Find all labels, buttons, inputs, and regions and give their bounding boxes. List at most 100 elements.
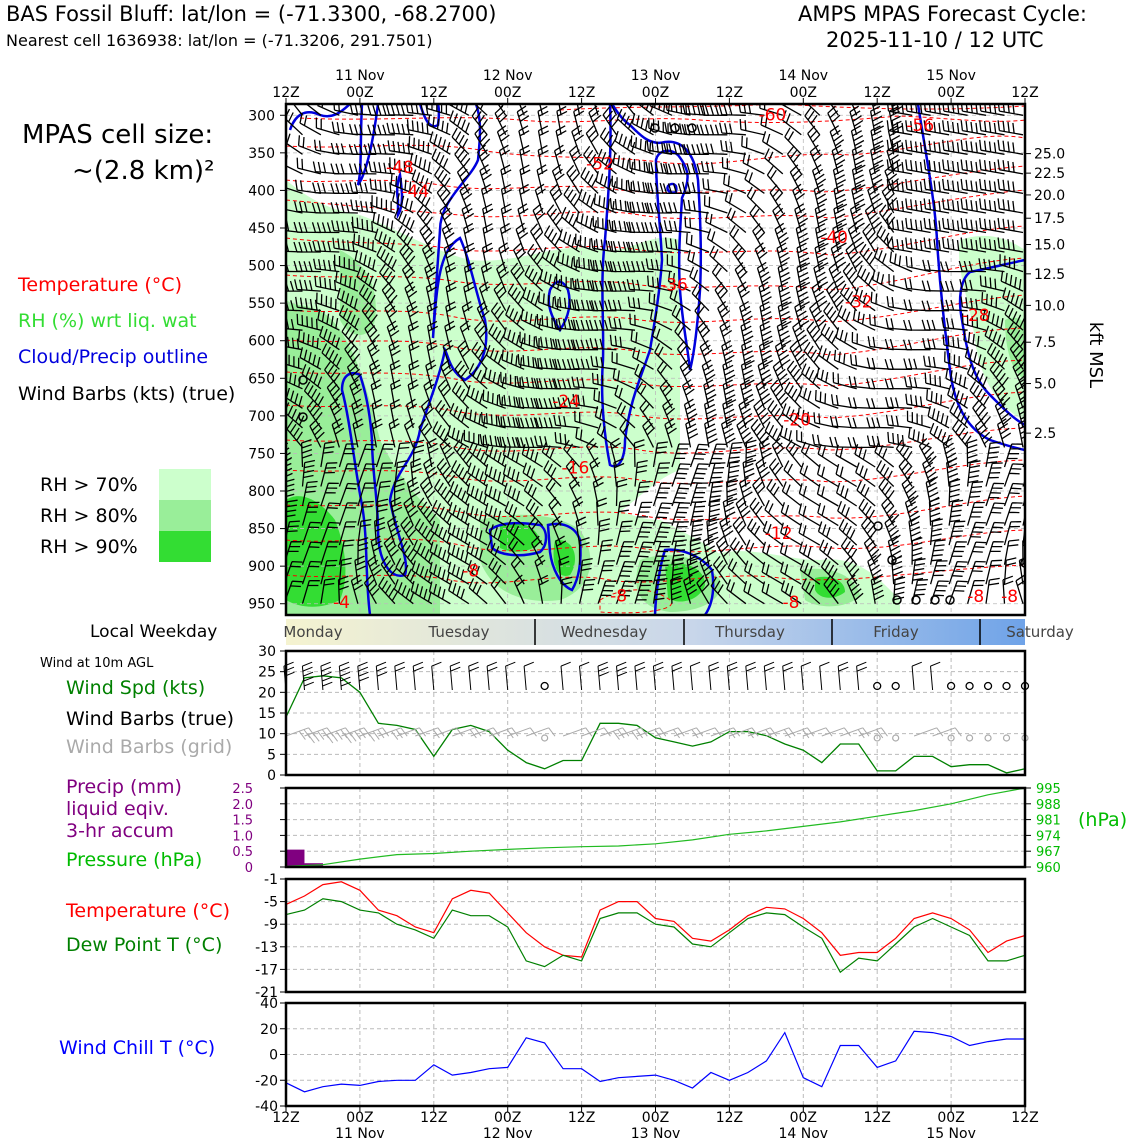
wind-barb bbox=[609, 437, 622, 468]
wind-barb bbox=[385, 104, 414, 116]
wind-barb bbox=[484, 463, 507, 488]
bottom-hour-label: 00Z bbox=[790, 1110, 817, 1126]
wind-barb bbox=[519, 331, 543, 351]
wind-barb bbox=[671, 443, 690, 468]
wind-barb bbox=[485, 344, 507, 370]
wind-barb bbox=[465, 522, 488, 546]
top-hour-label: 00Z bbox=[494, 85, 521, 101]
cell-size-label: MPAS cell size: bbox=[22, 120, 214, 150]
wind-barb bbox=[344, 340, 361, 370]
wind-barb bbox=[560, 206, 581, 233]
wind-barb bbox=[424, 261, 437, 292]
weekday-label-thursday: Thursday bbox=[714, 623, 785, 641]
wind-barb bbox=[555, 125, 567, 155]
temp-tick-label: -1 bbox=[264, 872, 278, 888]
wind-barb bbox=[631, 112, 654, 136]
wind-barb bbox=[898, 457, 915, 487]
wind-barb bbox=[700, 160, 728, 175]
wind-chill-line bbox=[285, 1030, 1025, 1093]
wind-barb bbox=[579, 661, 590, 691]
wind-barb bbox=[373, 516, 386, 546]
wind-barb bbox=[481, 242, 494, 272]
wind-barb bbox=[738, 104, 765, 116]
wind-barb bbox=[319, 325, 341, 351]
wind-barb bbox=[570, 299, 599, 312]
wind-barb bbox=[608, 219, 636, 234]
wind-barb bbox=[580, 167, 599, 194]
wind-barb bbox=[759, 301, 773, 331]
wind-barb bbox=[818, 345, 839, 370]
wind-barb bbox=[411, 560, 433, 585]
wind-barb bbox=[468, 363, 488, 390]
rh-level-90: RH > 90% bbox=[40, 536, 138, 558]
legend-chill: Wind Chill T (°C) bbox=[59, 1037, 216, 1059]
wind-barb bbox=[589, 259, 617, 273]
pressure-tick-label: 650 bbox=[248, 371, 275, 387]
wind-barb bbox=[795, 281, 810, 311]
wind-barb bbox=[721, 157, 747, 175]
wind-barb bbox=[449, 481, 471, 507]
wind-barb bbox=[833, 203, 848, 233]
wind-barb bbox=[420, 398, 434, 429]
wind-barb bbox=[741, 340, 755, 370]
wind-barb bbox=[607, 280, 636, 292]
wind-barb bbox=[570, 339, 599, 351]
wind-barb bbox=[515, 417, 543, 429]
wind-barb bbox=[311, 202, 340, 214]
wind-barb bbox=[505, 305, 525, 331]
wind-barb bbox=[466, 385, 488, 409]
wind-barb bbox=[778, 281, 792, 311]
wind-barb bbox=[394, 661, 406, 691]
top-hour-label: 00Z bbox=[346, 85, 373, 101]
wind-barb bbox=[466, 541, 488, 566]
wind-barb bbox=[997, 159, 1024, 175]
weekday-label: Local Weekday bbox=[90, 622, 218, 642]
wind-barb bbox=[463, 281, 475, 311]
wind-barb bbox=[257, 281, 284, 292]
wind-barb bbox=[498, 144, 511, 175]
wind-barb bbox=[799, 462, 821, 488]
wind-barb bbox=[770, 379, 789, 409]
wind-barb bbox=[652, 441, 668, 468]
wind-barb bbox=[681, 144, 709, 155]
wind-barb bbox=[960, 296, 987, 312]
wind-barb bbox=[708, 480, 724, 507]
wind-barb bbox=[351, 398, 364, 429]
wind-barb bbox=[801, 578, 821, 605]
wind-barb bbox=[763, 661, 775, 691]
wind-barb bbox=[696, 574, 710, 605]
wind-barb bbox=[924, 372, 950, 390]
wind-barb bbox=[593, 193, 617, 214]
wind-barb bbox=[426, 320, 439, 350]
wind-barb bbox=[997, 104, 1024, 116]
wind-barb bbox=[710, 727, 741, 739]
wind-header: Wind at 10m AGL bbox=[40, 656, 154, 671]
wind-barb bbox=[533, 398, 562, 409]
wind-barb bbox=[708, 498, 721, 526]
wind-barb bbox=[828, 261, 846, 292]
wind-barb bbox=[662, 398, 676, 429]
wind-barb bbox=[732, 516, 747, 546]
wind-barb bbox=[908, 427, 931, 448]
calm-marker bbox=[930, 595, 940, 605]
wind-barb bbox=[348, 124, 377, 136]
wind-barb bbox=[426, 301, 438, 331]
wind-barb bbox=[870, 291, 894, 312]
wind-barb bbox=[794, 300, 810, 331]
wind-barb bbox=[407, 379, 419, 409]
wind-barb bbox=[1003, 443, 1023, 468]
wind-barb bbox=[529, 223, 544, 253]
wind-barb bbox=[504, 501, 525, 527]
wind-barb bbox=[338, 304, 360, 331]
wind-barb bbox=[874, 442, 895, 468]
wind-barb bbox=[684, 216, 710, 234]
wind-barb bbox=[496, 261, 510, 292]
wind-barb bbox=[607, 261, 636, 273]
wind-barb bbox=[960, 159, 987, 175]
wind-barb bbox=[702, 178, 728, 195]
wind-barb bbox=[522, 462, 543, 488]
wind-barb bbox=[837, 661, 849, 691]
wind-barb bbox=[468, 441, 489, 468]
wind-barb bbox=[712, 555, 728, 585]
calm-marker-grid bbox=[1002, 734, 1011, 742]
